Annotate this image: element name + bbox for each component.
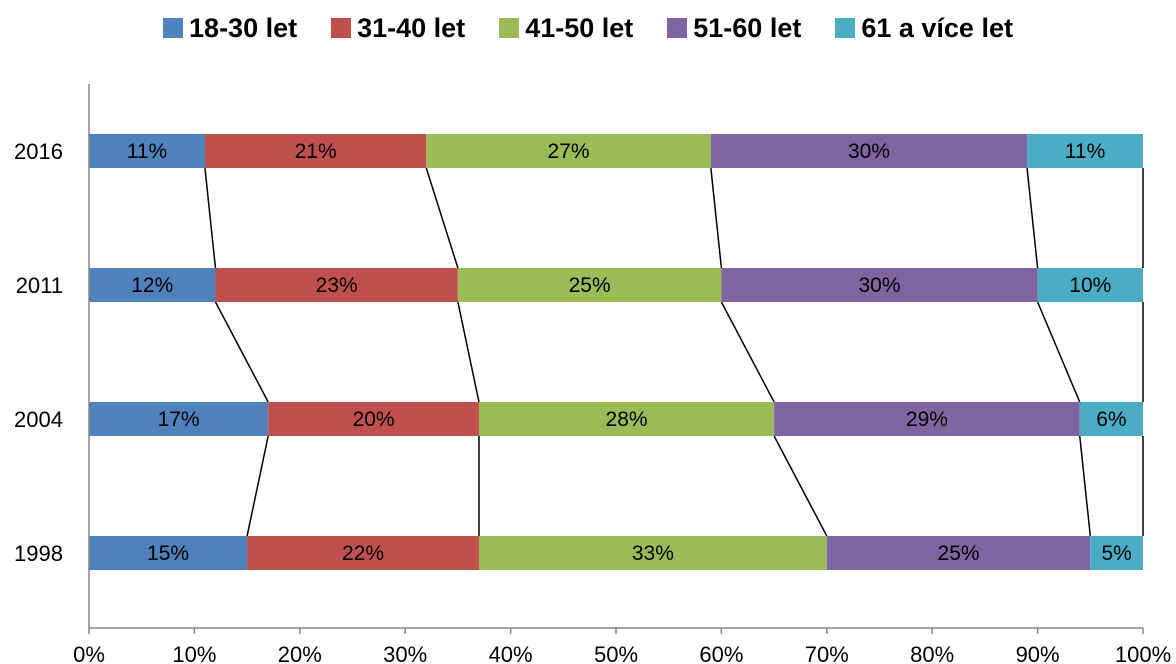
bar-segment (1079, 402, 1143, 436)
legend-label: 41-50 let (525, 12, 634, 43)
legend-label: 61 a více let (861, 12, 1013, 43)
series-lines (204, 167, 1144, 537)
x-tick-label: 30% (383, 642, 427, 664)
data-label: 29% (906, 408, 948, 431)
legend-swatch (331, 18, 352, 38)
bar-segment (89, 268, 216, 302)
x-tick-label: 10% (172, 642, 216, 664)
legend-label: 51-60 let (693, 12, 802, 43)
data-label: 22% (342, 542, 384, 565)
legend-label: 18-30 let (189, 12, 298, 43)
series-line (457, 301, 480, 403)
bar-segment (721, 268, 1038, 302)
legend-item: 51-60 let (667, 13, 801, 44)
category-label: 1998 (14, 541, 63, 566)
bar-segment (478, 402, 775, 436)
series-line (425, 167, 459, 269)
bar-segment (478, 536, 827, 570)
bar-segment (247, 536, 479, 570)
x-tick-label: 70% (805, 642, 849, 664)
legend-swatch (835, 18, 856, 38)
x-tick-label: 40% (489, 642, 533, 664)
data-label: 27% (548, 140, 590, 163)
data-label: 5% (1101, 542, 1131, 565)
bar-segment (89, 134, 205, 168)
x-tick-label: 80% (910, 642, 954, 664)
series-line (1079, 435, 1092, 537)
data-label: 17% (158, 408, 200, 431)
data-label: 15% (147, 542, 189, 565)
bar-segment (774, 402, 1080, 436)
x-tick-label: 60% (699, 642, 743, 664)
bar-segment (268, 402, 479, 436)
x-tick-label: 50% (594, 642, 638, 664)
data-label: 6% (1096, 408, 1126, 431)
data-label: 33% (632, 542, 674, 565)
bar-segment (204, 134, 427, 168)
data-label: 25% (569, 274, 611, 297)
legend-item: 41-50 let (499, 13, 633, 44)
bar-segment (457, 268, 722, 302)
legend-label: 31-40 let (357, 12, 466, 43)
bar-segment (426, 134, 711, 168)
data-label: 11% (127, 140, 167, 163)
legend-swatch (499, 18, 520, 38)
category-label: 2016 (14, 139, 63, 164)
series-line (710, 167, 723, 269)
x-tick-label: 0% (73, 642, 105, 664)
legend-item: 31-40 let (331, 13, 465, 44)
series-line (1036, 301, 1081, 403)
data-label: 20% (353, 408, 395, 431)
bar-segment (89, 536, 248, 570)
legend-swatch (163, 18, 184, 38)
legend-swatch (667, 18, 688, 38)
bar-segment (215, 268, 458, 302)
category-label: 2011 (16, 273, 63, 298)
series-line (214, 301, 269, 403)
x-tick-label: 20% (278, 642, 322, 664)
series-line (246, 435, 269, 537)
data-label: 30% (858, 274, 900, 297)
bar-segment (1090, 536, 1143, 570)
series-line (720, 301, 775, 403)
bar-segment (710, 134, 1028, 168)
legend-item: 61 a více let (835, 13, 1013, 44)
legend: 18-30 let 31-40 let 41-50 let 51-60 let 61 a… (0, 8, 1176, 48)
data-label: 10% (1069, 274, 1111, 297)
x-tick-label: 100% (1115, 642, 1171, 664)
data-label: 11% (1065, 140, 1105, 163)
data-label: 25% (938, 542, 980, 565)
series-line (1026, 167, 1039, 269)
series-line (204, 167, 217, 269)
data-label: 23% (316, 274, 358, 297)
data-label: 30% (848, 140, 890, 163)
bar-segment (1037, 268, 1143, 302)
x-tick-label: 90% (1016, 642, 1060, 664)
legend-item: 18-30 let (163, 13, 297, 44)
data-label: 28% (606, 408, 648, 431)
series-line (773, 435, 828, 537)
bar-segment (826, 536, 1091, 570)
data-label: 12% (131, 274, 173, 297)
data-label: 21% (295, 140, 337, 163)
bar-segment (89, 402, 269, 436)
category-label: 2004 (14, 407, 63, 432)
bar-segment (1027, 134, 1143, 168)
